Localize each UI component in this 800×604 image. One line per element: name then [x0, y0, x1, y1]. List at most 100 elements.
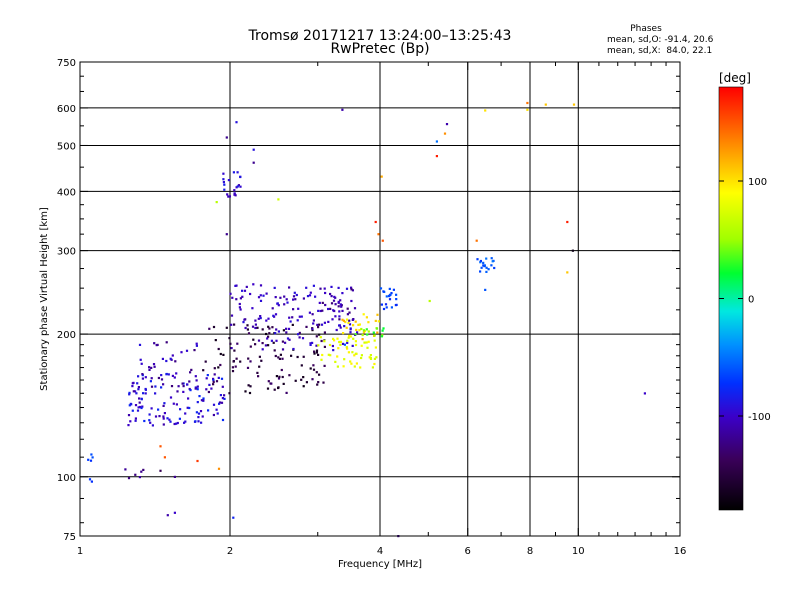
data-point	[367, 340, 370, 343]
data-point	[343, 343, 346, 346]
data-point	[142, 392, 145, 395]
data-point	[382, 290, 385, 293]
data-point	[324, 303, 327, 307]
data-point	[186, 383, 189, 386]
data-point	[241, 295, 244, 298]
data-point	[322, 381, 325, 384]
data-point	[171, 354, 174, 357]
data-point	[360, 344, 363, 347]
data-point	[91, 456, 94, 459]
data-point	[141, 405, 144, 408]
data-point	[321, 301, 324, 304]
data-point	[367, 330, 370, 333]
data-point	[357, 323, 360, 326]
data-point	[223, 188, 226, 191]
data-point	[219, 352, 222, 356]
data-point	[223, 183, 226, 186]
data-point	[315, 349, 319, 352]
data-point	[348, 311, 351, 314]
data-point	[127, 424, 130, 427]
data-point	[197, 420, 200, 423]
data-point	[217, 376, 220, 379]
data-point	[159, 445, 162, 448]
data-point	[360, 356, 363, 360]
data-point	[338, 315, 341, 318]
data-point	[140, 406, 143, 410]
data-point	[315, 344, 318, 347]
data-point	[134, 390, 137, 393]
data-point	[162, 423, 165, 426]
data-point	[319, 287, 322, 290]
data-point	[200, 421, 203, 424]
data-point	[241, 289, 244, 292]
data-point	[160, 378, 164, 381]
data-point	[309, 291, 312, 294]
data-point	[169, 420, 172, 423]
data-point	[283, 303, 286, 306]
data-point	[341, 342, 345, 345]
data-point	[165, 359, 168, 363]
data-point	[365, 328, 368, 331]
x-tick-label: 10	[572, 546, 585, 557]
data-point	[362, 313, 365, 316]
data-point	[317, 353, 320, 356]
data-point	[353, 354, 356, 357]
data-point	[382, 307, 386, 311]
data-point	[389, 293, 392, 296]
data-point	[282, 329, 285, 332]
data-point	[219, 363, 222, 367]
data-point	[286, 301, 289, 304]
x-tick-label: 4	[377, 546, 383, 557]
data-point	[148, 366, 151, 369]
data-point	[348, 323, 352, 326]
x-tick-label: 6	[465, 546, 471, 557]
data-point	[132, 390, 135, 393]
data-point	[380, 303, 383, 306]
data-point	[487, 268, 490, 271]
data-point	[355, 328, 358, 331]
data-point	[237, 184, 240, 187]
data-point	[207, 409, 210, 412]
data-point	[139, 358, 142, 361]
data-point	[281, 357, 284, 360]
data-point	[360, 354, 363, 357]
data-point	[476, 258, 479, 261]
data-point	[239, 175, 242, 179]
data-point	[291, 323, 294, 326]
data-point	[355, 352, 358, 355]
data-point	[379, 287, 383, 290]
y-tick-label: 100	[57, 473, 76, 484]
data-point	[238, 306, 241, 309]
data-point	[479, 259, 482, 263]
data-point	[279, 353, 282, 356]
data-point	[161, 357, 164, 360]
data-point	[315, 351, 318, 354]
data-point	[312, 284, 315, 287]
data-point	[217, 467, 221, 470]
data-point	[371, 366, 374, 369]
data-point	[311, 378, 314, 381]
data-point	[218, 401, 222, 404]
data-point	[316, 323, 319, 326]
data-point	[233, 323, 236, 326]
data-point	[160, 374, 163, 377]
data-point	[329, 292, 332, 296]
data-point	[301, 337, 305, 340]
data-point	[352, 324, 355, 327]
data-point	[282, 382, 285, 385]
data-point	[169, 357, 172, 360]
data-point	[346, 307, 349, 310]
data-point	[337, 305, 340, 308]
data-point	[251, 325, 255, 328]
data-point	[149, 380, 152, 383]
data-point	[285, 331, 288, 334]
data-point	[300, 364, 303, 367]
data-point	[294, 379, 297, 382]
x-tick-label: 16	[674, 546, 687, 557]
data-point	[213, 373, 216, 376]
data-point	[232, 516, 235, 519]
data-point	[317, 381, 320, 384]
y-tick-label: 75	[63, 532, 76, 543]
data-point	[330, 295, 333, 298]
